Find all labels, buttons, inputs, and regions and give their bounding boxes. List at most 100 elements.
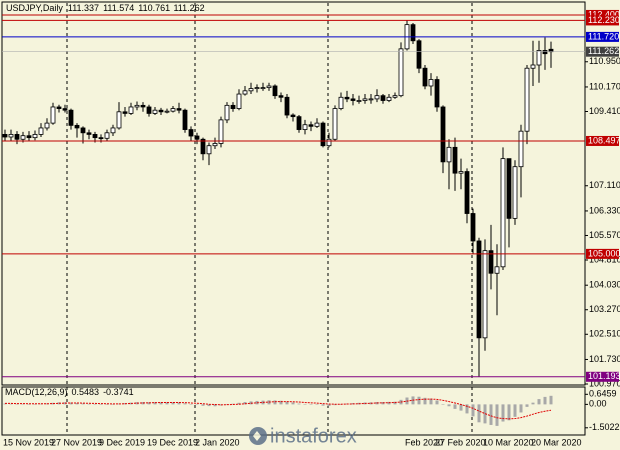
y-tick-label: 110.950 bbox=[589, 56, 620, 66]
macd-bar bbox=[501, 404, 505, 422]
macd-bar bbox=[549, 395, 553, 405]
candle-body bbox=[314, 122, 320, 127]
candle-body bbox=[392, 95, 398, 98]
candle-body bbox=[308, 124, 314, 127]
x-tick-label: 2 Jan 2020 bbox=[195, 437, 240, 447]
candle-body bbox=[200, 138, 206, 155]
candle-body bbox=[140, 104, 146, 108]
y-tick-label: 106.330 bbox=[589, 205, 620, 215]
candle-body bbox=[386, 96, 392, 101]
macd-bar bbox=[507, 404, 511, 421]
macd-bar bbox=[423, 397, 427, 405]
candle-body bbox=[128, 106, 134, 114]
y-tick-label: 103.270 bbox=[589, 304, 620, 314]
last-close: 111.262 bbox=[173, 3, 204, 13]
macd-frame bbox=[1, 386, 586, 436]
macd-y-tick-label: 0.6459 bbox=[589, 389, 617, 399]
candle-body bbox=[176, 108, 182, 111]
candle-body bbox=[362, 98, 368, 101]
macd-bar bbox=[465, 404, 469, 414]
y-tick-label: 104.810 bbox=[589, 254, 620, 264]
candle-body bbox=[80, 127, 86, 134]
candle-body bbox=[14, 134, 20, 140]
candle-body bbox=[236, 93, 242, 109]
candle-body bbox=[476, 240, 482, 339]
candle-body bbox=[320, 122, 326, 147]
y-tick-label: 109.410 bbox=[589, 106, 620, 116]
macd-bar bbox=[309, 404, 313, 405]
candle-body bbox=[248, 88, 254, 92]
macd-bar bbox=[237, 402, 241, 405]
y-tick-label: 104.030 bbox=[589, 280, 620, 290]
macd-bar bbox=[15, 403, 19, 405]
macd-signal-last: -0.3741 bbox=[103, 387, 134, 397]
macd-bar bbox=[291, 402, 295, 405]
macd-bar bbox=[153, 402, 157, 405]
macd-main-last: 0.5483 bbox=[72, 387, 100, 397]
candle-body bbox=[464, 171, 470, 214]
candle-body bbox=[512, 166, 518, 219]
level-label: 112.400 bbox=[588, 9, 620, 19]
candle-body bbox=[188, 129, 194, 137]
candle-body bbox=[152, 109, 158, 114]
candle-body bbox=[194, 135, 200, 140]
y-tick-label: 105.570 bbox=[589, 230, 620, 240]
y-tick-label: 107.110 bbox=[589, 180, 620, 190]
candle-body bbox=[8, 134, 14, 138]
candle-body bbox=[290, 114, 296, 118]
macd-bar bbox=[417, 396, 421, 405]
macd-bar bbox=[495, 404, 499, 426]
candle-body bbox=[542, 50, 548, 55]
level-label: 108.497 bbox=[588, 135, 620, 145]
candle-body bbox=[212, 143, 218, 147]
candle-body bbox=[224, 104, 230, 121]
level-box bbox=[586, 15, 619, 26]
candle-body bbox=[272, 85, 278, 97]
macd-name: MACD(12,26,9) bbox=[5, 387, 68, 397]
macd-bar bbox=[33, 404, 37, 405]
last-high: 111.574 bbox=[103, 3, 134, 13]
macd-bar bbox=[9, 403, 13, 405]
macd-bar bbox=[543, 396, 547, 405]
candle-body bbox=[134, 104, 140, 108]
candle-body bbox=[122, 111, 128, 114]
last-low: 110.761 bbox=[138, 3, 170, 13]
candle-body bbox=[20, 135, 26, 140]
candle-body bbox=[452, 146, 458, 174]
macd-bar bbox=[489, 404, 493, 425]
candle-body bbox=[230, 104, 236, 109]
candle-body bbox=[86, 132, 92, 135]
candle-body bbox=[302, 124, 308, 130]
x-tick-label: 20 Mar 2020 bbox=[531, 437, 582, 447]
macd-bar bbox=[447, 404, 451, 407]
candle-body bbox=[278, 95, 284, 98]
candle-body bbox=[368, 98, 374, 101]
candle-body bbox=[434, 79, 440, 108]
macd-bar bbox=[303, 404, 307, 405]
macd-bar bbox=[525, 404, 529, 407]
candle-body bbox=[146, 106, 152, 114]
macd-bar bbox=[81, 403, 85, 405]
candle-body bbox=[2, 134, 8, 138]
candle-body bbox=[494, 266, 500, 274]
macd-bar bbox=[111, 404, 115, 405]
macd-bar bbox=[93, 404, 97, 405]
current-price-label: 111.262 bbox=[588, 46, 619, 56]
candle-body bbox=[74, 124, 80, 129]
macd-bar bbox=[333, 404, 337, 406]
candle-body bbox=[110, 127, 116, 134]
current-price-box bbox=[586, 46, 619, 57]
macd-signal-line bbox=[5, 398, 552, 420]
candle-body bbox=[92, 134, 98, 139]
x-tick-label: 10 Mar 2020 bbox=[483, 437, 534, 447]
candle-body bbox=[416, 40, 422, 69]
macd-bar bbox=[3, 403, 7, 405]
level-label: 111.720 bbox=[588, 31, 619, 41]
candle-body bbox=[428, 79, 434, 87]
candle-body bbox=[470, 213, 476, 242]
macd-bar bbox=[279, 400, 283, 405]
level-box bbox=[586, 9, 619, 20]
macd-header: MACD(12,26,9) 0.5483 -0.3741 bbox=[5, 387, 134, 397]
candle-body bbox=[26, 135, 32, 139]
candle-body bbox=[62, 108, 68, 111]
